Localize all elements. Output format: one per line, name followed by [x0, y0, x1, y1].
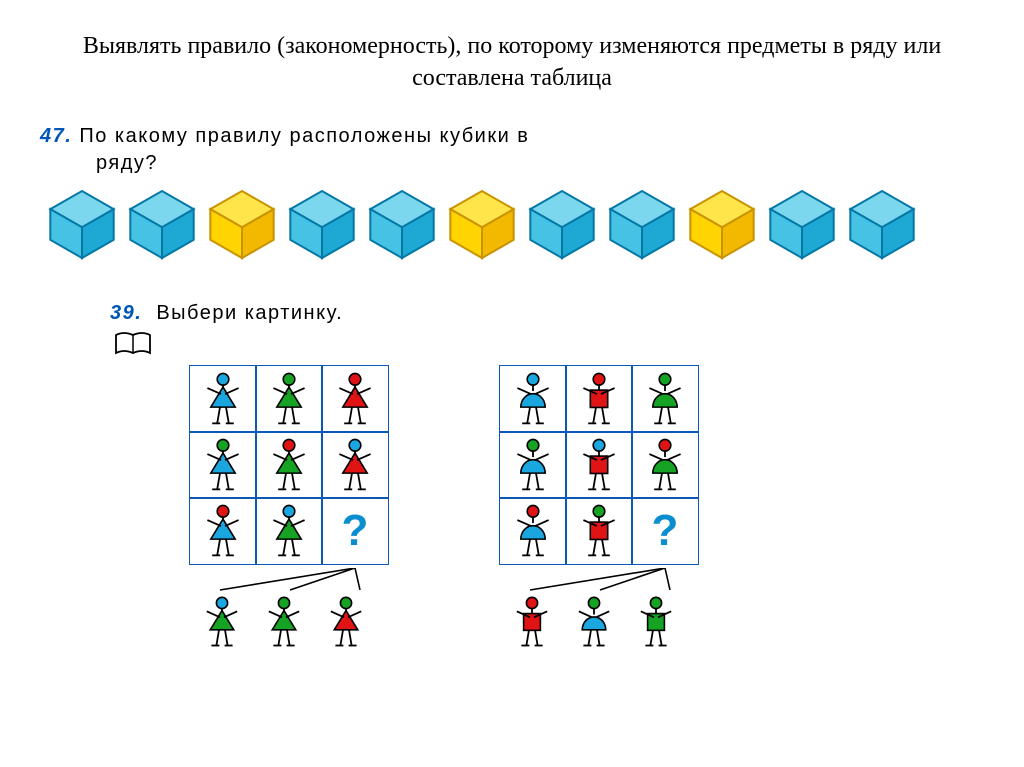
cube-icon: [606, 189, 678, 261]
choice-figure: [256, 594, 312, 655]
grid-cell: ?: [321, 497, 389, 565]
grid-cell: [321, 431, 389, 499]
cube-icon: [846, 189, 918, 261]
grid-cell: [189, 497, 257, 565]
task-47: 47. По какому правилу расположены кубики…: [40, 125, 984, 266]
task47-text2: ряду?: [96, 152, 984, 175]
choices-a: [190, 568, 390, 655]
cube-icon: [126, 189, 198, 261]
cube: [686, 189, 758, 266]
choices-b: [500, 568, 700, 655]
cube: [766, 189, 838, 266]
cube: [846, 189, 918, 266]
grid-cell: [189, 431, 257, 499]
grid-cell: [255, 365, 323, 433]
page-heading: Выявлять правило (закономерность), по ко…: [40, 30, 984, 95]
grid-cell: [255, 431, 323, 499]
grid-b-block: ?: [500, 366, 700, 655]
grid-cell: [565, 497, 633, 565]
grid-cell: [631, 365, 699, 433]
task-39: 39. Выбери картинку.: [110, 302, 984, 655]
grid-cell: [565, 431, 633, 499]
task47-text1: По какому правилу расположены кубики в: [79, 125, 529, 147]
cube-icon: [286, 189, 358, 261]
choice-figure: [504, 594, 560, 655]
cube: [46, 189, 118, 266]
task47-number: 47.: [40, 125, 72, 147]
cube: [606, 189, 678, 266]
question-mark: ?: [342, 506, 369, 556]
choice-figure: [628, 594, 684, 655]
cube: [206, 189, 278, 266]
cube: [366, 189, 438, 266]
cubes-row: [46, 189, 984, 266]
grid-cell: [631, 431, 699, 499]
cube-icon: [46, 189, 118, 261]
cube: [446, 189, 518, 266]
cube: [126, 189, 198, 266]
grid-cell: [499, 365, 567, 433]
choice-figure: [194, 594, 250, 655]
cube-icon: [766, 189, 838, 261]
task39-text: Выбери картинку.: [156, 302, 343, 325]
grid-cell: [499, 431, 567, 499]
grid-b: ?: [500, 366, 700, 564]
cube: [526, 189, 598, 266]
grid-cell: [321, 365, 389, 433]
grid-cell: ?: [631, 497, 699, 565]
grid-a-block: ?: [190, 366, 390, 655]
grid-cell: [565, 365, 633, 433]
choice-figure: [318, 594, 374, 655]
cube-icon: [446, 189, 518, 261]
question-mark: ?: [652, 506, 679, 556]
grid-cell: [499, 497, 567, 565]
grid-cell: [255, 497, 323, 565]
choice-figure: [566, 594, 622, 655]
grid-cell: [189, 365, 257, 433]
cube-icon: [526, 189, 598, 261]
book-icon: [114, 331, 984, 362]
cube: [286, 189, 358, 266]
grid-a: ?: [190, 366, 390, 564]
cube-icon: [686, 189, 758, 261]
cube-icon: [206, 189, 278, 261]
task39-number: 39.: [110, 302, 142, 325]
cube-icon: [366, 189, 438, 261]
